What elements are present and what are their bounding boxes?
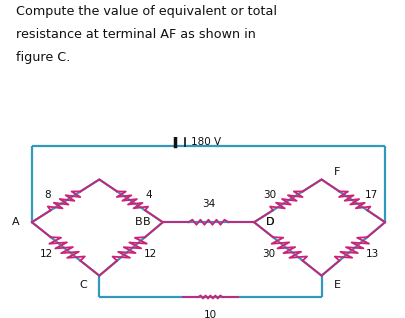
Text: 34: 34 [202,199,215,210]
Text: 10: 10 [204,310,217,318]
Text: 4: 4 [146,190,153,200]
Text: 13: 13 [366,249,379,259]
Text: 12: 12 [144,249,157,259]
Text: E: E [334,280,341,290]
Text: Compute the value of equivalent or total: Compute the value of equivalent or total [16,5,277,18]
Text: 30: 30 [262,249,275,259]
Text: B: B [135,217,143,227]
Text: 180 V: 180 V [191,137,221,147]
Text: 30: 30 [264,190,277,200]
Text: resistance at terminal AF as shown in: resistance at terminal AF as shown in [16,28,256,41]
Text: 12: 12 [40,249,53,259]
Text: 8: 8 [45,190,51,200]
Text: D: D [266,217,274,227]
Text: C: C [79,280,87,290]
Text: F: F [334,167,341,177]
Text: D: D [266,217,275,227]
Text: A: A [12,217,20,227]
Text: 17: 17 [365,190,378,200]
Text: B: B [143,217,151,227]
Text: figure C.: figure C. [16,51,70,64]
